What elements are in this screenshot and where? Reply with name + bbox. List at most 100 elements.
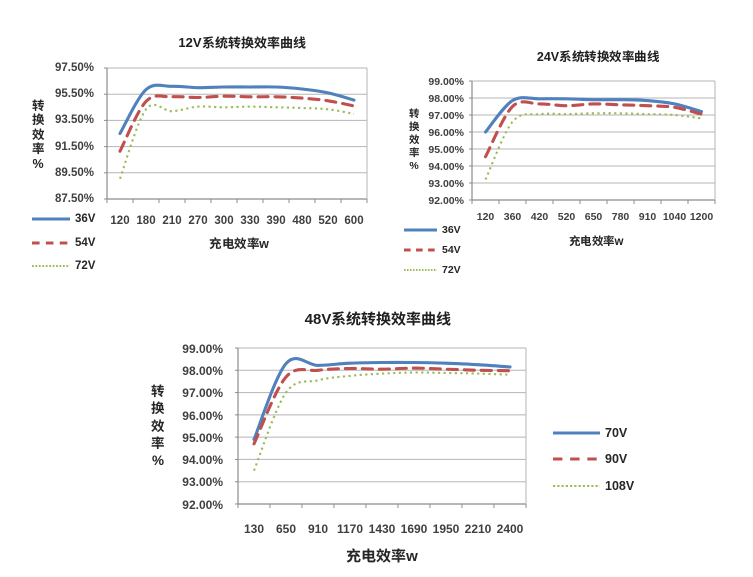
glyph-path (267, 36, 280, 49)
legend-line-sample (553, 457, 600, 461)
y-tick-label: 92.00% (182, 497, 223, 512)
x-tick-label: 2400 (496, 521, 524, 536)
glyph-path (406, 311, 421, 326)
cjk-glyph (151, 436, 165, 449)
legend-label: 108V (605, 479, 635, 493)
y-axis-title: % (144, 383, 172, 469)
glyph-path (346, 311, 361, 326)
cjk-glyph (422, 311, 436, 326)
glyph-path (391, 548, 406, 563)
y-axis-title-char (24, 99, 52, 114)
x-tick-label: 1950 (432, 521, 460, 536)
legend-line-sample (404, 228, 437, 232)
legend-line-sample (404, 248, 437, 252)
x-tick-label: 650 (275, 521, 297, 536)
glyph-path (596, 50, 609, 62)
cjk-glyph (376, 311, 392, 326)
glyph-path (223, 237, 234, 249)
y-tick-label: 99.00% (182, 341, 223, 356)
chart-48v-title: 48V (218, 311, 538, 329)
y-tick-label: 95.00% (182, 430, 223, 445)
glyph-path (280, 36, 292, 49)
y-tick-label: 96.00% (182, 408, 223, 423)
legend-label: 36V (442, 224, 461, 236)
legend-label: 70V (605, 426, 628, 440)
cjk-glyph (409, 108, 419, 118)
y-axis-title-char: % (409, 160, 419, 173)
legend-line-sample (32, 217, 70, 221)
x-tick-label: 270 (188, 215, 208, 228)
x-tick-label: 1690 (400, 521, 428, 536)
glyph-path (603, 234, 615, 246)
legend-item-108V: 108V (553, 477, 644, 495)
x-tick-label: 1430 (368, 521, 396, 536)
cjk-glyph (647, 50, 659, 62)
legend-label: 36V (75, 213, 96, 225)
y-axis-title-char (24, 142, 52, 157)
glyph-path (234, 237, 247, 250)
glyph-path (361, 311, 376, 326)
series-line-70V (252, 357, 512, 441)
glyph-path (409, 147, 419, 158)
y-tick-label: 94.00% (182, 453, 223, 468)
glyph-path (581, 234, 592, 246)
series-line-36V (483, 96, 704, 134)
glyph-path (151, 384, 165, 398)
y-axis-title: % (24, 99, 52, 172)
series-line-90V (252, 366, 512, 446)
cjk-glyph (391, 311, 407, 326)
glyph-path (436, 311, 451, 326)
glyph-path (409, 108, 419, 118)
x-tick-label: 520 (557, 210, 576, 223)
glyph-path (32, 113, 45, 126)
glyph-path (422, 311, 436, 326)
cjk-glyph (331, 311, 346, 326)
y-axis-title-char (400, 134, 428, 147)
x-tick-label: 1040 (662, 210, 687, 223)
y-tick-label: 91.50% (54, 140, 94, 153)
x-tick-label: 1170 (336, 521, 364, 536)
cjk-glyph (202, 36, 214, 49)
series-line-108V (253, 371, 511, 471)
cjk-glyph (280, 36, 292, 49)
glyph-path (346, 548, 361, 563)
cjk-glyph (362, 548, 376, 563)
x-tick-label: 780 (611, 210, 630, 223)
glyph-path (408, 134, 420, 145)
x-tick-label: 300 (214, 215, 234, 228)
legend-item-90V: 90V (553, 450, 644, 468)
x-tick-label: 420 (530, 210, 549, 223)
x-tick-label: 600 (344, 215, 364, 228)
cjk-glyph (609, 50, 622, 62)
legend-item-36V: 36V (404, 221, 481, 239)
x-tick-label: 120 (476, 210, 495, 223)
glyph-path (409, 121, 420, 132)
y-axis-title-char (24, 128, 52, 143)
legend-item-54V: 54V (32, 234, 114, 252)
glyph-path (362, 548, 376, 563)
series-line-54V (118, 94, 356, 153)
y-axis-title-char (400, 147, 428, 160)
legend-line-sample (32, 264, 70, 267)
legend-item-72V: 72V (404, 261, 481, 279)
glyph-path (227, 36, 241, 49)
glyph-path (584, 50, 597, 62)
cjk-glyph (346, 548, 361, 563)
x-tick-label: 520 (318, 215, 338, 228)
y-tick-label: 99.00% (428, 75, 464, 88)
cjk-glyph (568, 234, 580, 246)
cjk-glyph (571, 50, 584, 62)
y-tick-label: 98.00% (428, 92, 464, 105)
glyph-path (376, 548, 391, 563)
y-axis-title-char (400, 108, 428, 121)
x-tick-label: 910 (307, 521, 329, 536)
cjk-glyph (240, 36, 254, 49)
cjk-glyph (151, 401, 165, 415)
cjk-glyph (293, 36, 306, 49)
y-tick-label: 87.50% (54, 193, 94, 206)
cjk-glyph (223, 237, 234, 249)
legend-label: 54V (75, 237, 96, 249)
y-axis-title: % (400, 108, 428, 174)
glyph-path (253, 36, 267, 49)
